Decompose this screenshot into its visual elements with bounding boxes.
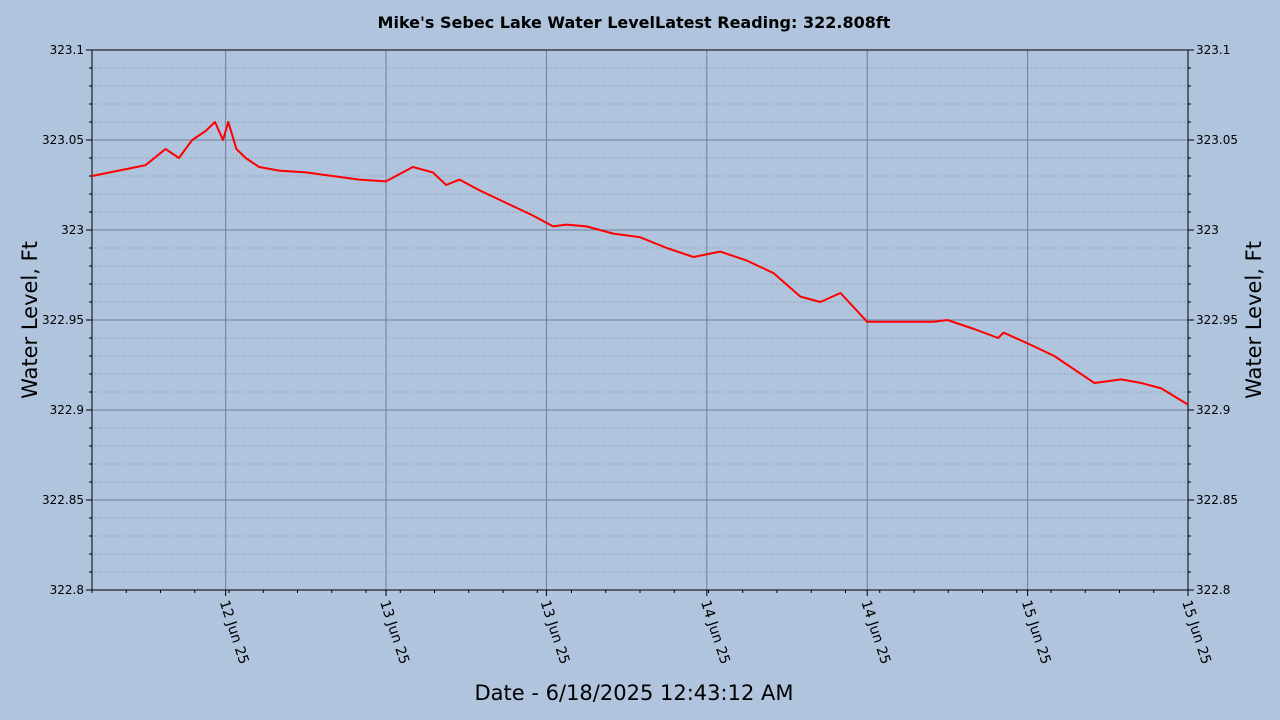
y-tick-label-right: 322.95 — [1196, 313, 1238, 327]
y-tick-label-left: 322.85 — [42, 493, 84, 507]
x-tick-label: 14 Jun 25 — [857, 598, 893, 666]
y-axis-label-left: Water Level, Ft — [18, 241, 42, 399]
x-tick-label: 15 Jun 25 — [1178, 598, 1214, 666]
y-axis-left-tick-labels: 323.1 323.05 323 322.95 322.9 322.85 322.8 — [42, 43, 84, 597]
x-tick-label: 13 Jun 25 — [376, 598, 412, 666]
plot-area-frame — [91, 49, 1189, 591]
grid-lines — [92, 50, 1188, 590]
x-axis-tick-labels: 12 Jun 25 13 Jun 25 13 Jun 25 14 Jun 25 14 J… — [216, 598, 1214, 666]
y-tick-label-left: 322.9 — [50, 403, 84, 417]
y-tick-label-left: 322.8 — [50, 583, 84, 597]
x-tick-label: 14 Jun 25 — [697, 598, 733, 666]
y-tick-label-right: 323.1 — [1196, 43, 1230, 57]
x-tick-label: 15 Jun 25 — [1018, 598, 1054, 666]
y-tick-label-right: 323 — [1196, 223, 1219, 237]
y-tick-label-left: 323 — [61, 223, 84, 237]
y-axis-label-right: Water Level, Ft — [1242, 241, 1266, 399]
y-axis-right-tick-labels: 323.1 323.05 323 322.95 322.9 322.85 322.8 — [1196, 43, 1238, 597]
y-tick-label-right: 322.9 — [1196, 403, 1230, 417]
y-tick-label-left: 323.05 — [42, 133, 84, 147]
x-tick-label: 12 Jun 25 — [216, 598, 252, 666]
x-axis-label: Date - 6/18/2025 12:43:12 AM — [475, 681, 794, 705]
series-line — [91, 121, 1189, 406]
series-layer — [91, 121, 1189, 406]
y-tick-label-right: 322.8 — [1196, 583, 1230, 597]
y-tick-label-left: 323.1 — [50, 43, 84, 57]
chart-title: Mike's Sebec Lake Water LevelLatest Read… — [378, 13, 891, 32]
x-tick-label: 13 Jun 25 — [537, 598, 573, 666]
y-tick-label-left: 322.95 — [42, 313, 84, 327]
y-tick-label-right: 323.05 — [1196, 133, 1238, 147]
y-tick-label-right: 322.85 — [1196, 493, 1238, 507]
